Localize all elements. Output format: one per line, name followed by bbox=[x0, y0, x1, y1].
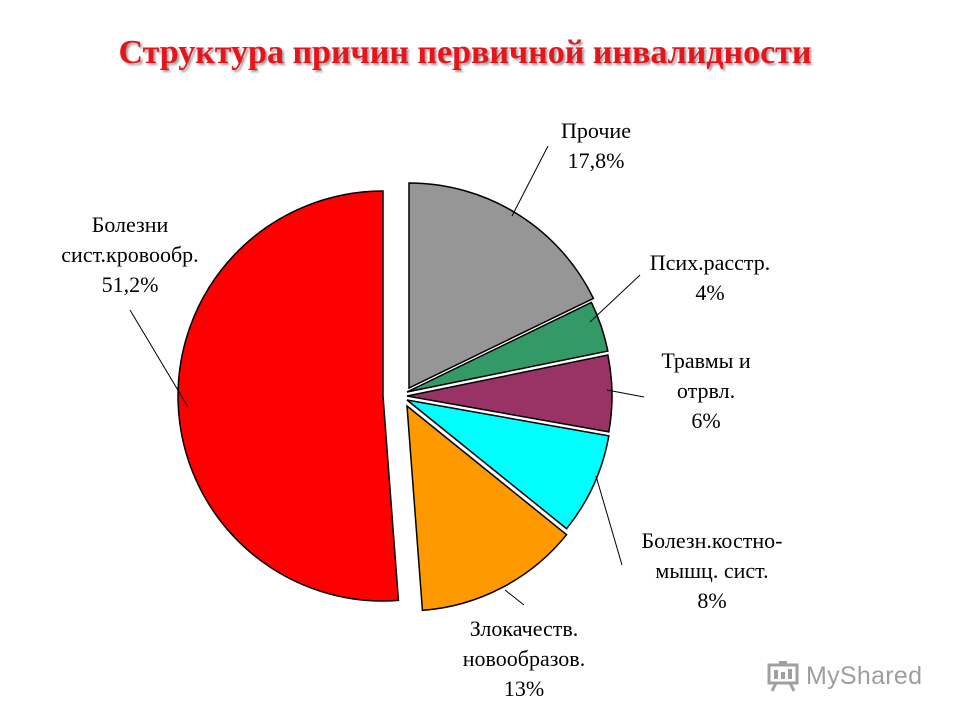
slice-label-3: Травмы и отрвл. 6% bbox=[661, 348, 751, 433]
slice-label-line: новообразов. bbox=[463, 646, 585, 671]
slice-label-line: Травмы и bbox=[661, 348, 751, 373]
slice-label-4: Болезн.костно-мышц. сист. 8% bbox=[642, 528, 783, 613]
slice-label-line: Прочие bbox=[561, 118, 631, 143]
pie-slice-6 bbox=[177, 190, 400, 602]
slice-label-line: Псих.расстр. bbox=[650, 250, 771, 275]
presentation-board-icon bbox=[767, 661, 799, 692]
chart-title: Структура причин первичной инвалидности bbox=[118, 34, 812, 71]
slice-label-2: Псих.расстр. 4% bbox=[650, 250, 771, 305]
leader-line-2 bbox=[589, 274, 641, 323]
slice-label-line: 51,2% bbox=[102, 272, 159, 297]
watermark: MyShared bbox=[766, 656, 922, 696]
slice-label-line: мышц. сист. bbox=[655, 558, 768, 583]
slice-label-5: Злокачеств. новообразов. 13% bbox=[463, 616, 585, 701]
watermark-text: MyShared bbox=[806, 661, 923, 690]
slice-label-6: Болезни сист.кровообр. 51,2% bbox=[61, 212, 198, 297]
pie-slice-2 bbox=[406, 301, 609, 393]
leader-line-3 bbox=[606, 389, 645, 398]
slice-label-1: Прочие 17,8% bbox=[561, 118, 631, 173]
leader-line-4 bbox=[595, 475, 623, 566]
leader-line-5 bbox=[504, 589, 525, 606]
pie-slice-5 bbox=[406, 404, 568, 612]
slice-label-line: 8% bbox=[697, 588, 726, 613]
pie-slice-3 bbox=[406, 354, 613, 433]
slice-label-line: 4% bbox=[695, 280, 724, 305]
slice-label-line: отрвл. bbox=[677, 378, 735, 403]
slice-label-line: сист.кровообр. bbox=[61, 242, 198, 267]
leader-line-6 bbox=[129, 309, 189, 408]
slice-label-line: 17,8% bbox=[568, 148, 625, 173]
slice-label-line: Болезн.костно- bbox=[642, 528, 783, 553]
slice-label-line: Злокачеств. bbox=[470, 616, 579, 641]
slice-label-line: 6% bbox=[691, 408, 720, 433]
slice-label-line: 13% bbox=[504, 676, 544, 701]
pie-slice-4 bbox=[406, 399, 610, 530]
leader-line-1 bbox=[511, 145, 549, 217]
pie-slice-1 bbox=[408, 182, 595, 390]
slice-label-line: Болезни bbox=[92, 212, 169, 237]
